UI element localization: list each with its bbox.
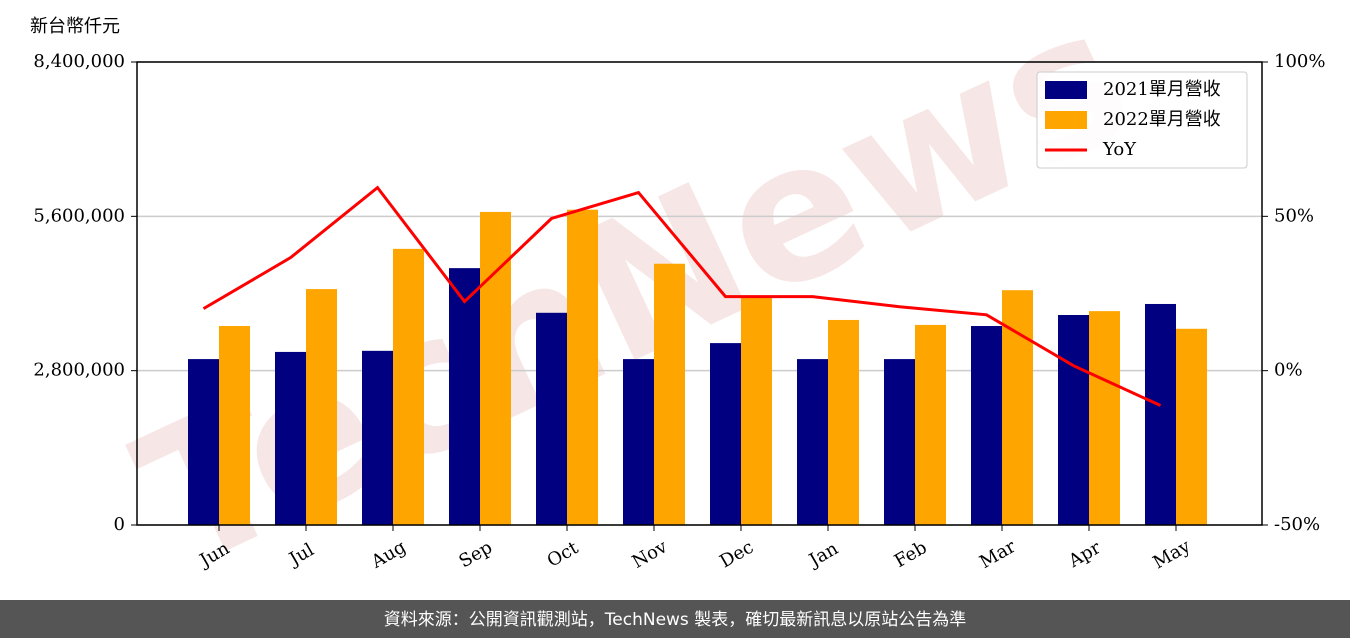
y-tick-label: 5,600,000 xyxy=(33,205,125,226)
y2-tick-label: -50% xyxy=(1274,514,1320,535)
bar xyxy=(567,209,598,525)
bar xyxy=(275,351,306,525)
bar xyxy=(219,326,250,525)
bar xyxy=(797,359,828,525)
legend-label: 2021單月營收 xyxy=(1103,79,1221,100)
bar xyxy=(1002,290,1033,525)
plot-frame xyxy=(136,61,1263,526)
y2-tick-label: 100% xyxy=(1274,51,1325,72)
bar xyxy=(480,211,511,525)
bar xyxy=(828,319,859,525)
x-tick-label: Mar xyxy=(976,536,1020,573)
x-tick-label: Dec xyxy=(716,537,757,573)
y-axis-label: 新台幣仟元 xyxy=(30,16,120,37)
x-tick-label: May xyxy=(1149,535,1194,573)
bar xyxy=(306,289,337,525)
x-tick-label: Feb xyxy=(891,537,931,572)
legend-swatch xyxy=(1045,81,1087,99)
x-tick-label: Sep xyxy=(456,537,496,572)
bar xyxy=(741,295,772,525)
bar xyxy=(1145,303,1176,525)
bar xyxy=(1176,328,1207,525)
footer-bar xyxy=(0,600,1350,638)
footer-text: 資料來源：公開資訊觀測站，TechNews 製表，確切最新訊息以原站公告為準 xyxy=(384,610,966,630)
bar xyxy=(1058,314,1089,525)
y-tick-label: 8,400,000 xyxy=(33,51,125,72)
bar xyxy=(536,312,567,525)
legend-box xyxy=(1036,71,1248,169)
line xyxy=(202,185,1162,407)
bar xyxy=(362,350,393,525)
bar xyxy=(188,359,219,525)
legend-label: 2022單月營收 xyxy=(1103,109,1221,130)
bar xyxy=(623,359,654,525)
bar xyxy=(710,343,741,525)
bar xyxy=(449,268,480,525)
bar xyxy=(915,324,946,525)
bar xyxy=(1089,311,1120,525)
x-tick-label: Jan xyxy=(804,538,842,572)
bar xyxy=(393,248,424,525)
bar xyxy=(884,359,915,525)
y2-tick-label: 0% xyxy=(1274,360,1303,381)
x-tick-label: Oct xyxy=(544,537,583,572)
y-tick-label: 2,800,000 xyxy=(33,360,125,381)
x-tick-label: Apr xyxy=(1064,537,1104,572)
legend-label: YoY xyxy=(1102,139,1137,160)
x-tick-label: Aug xyxy=(367,536,410,573)
y-tick-label: 0 xyxy=(114,514,125,535)
y2-tick-label: 50% xyxy=(1274,205,1314,226)
bar xyxy=(971,326,1002,525)
legend-swatch xyxy=(1045,111,1087,129)
x-tick-label: Nov xyxy=(629,536,672,573)
bar xyxy=(654,263,685,525)
